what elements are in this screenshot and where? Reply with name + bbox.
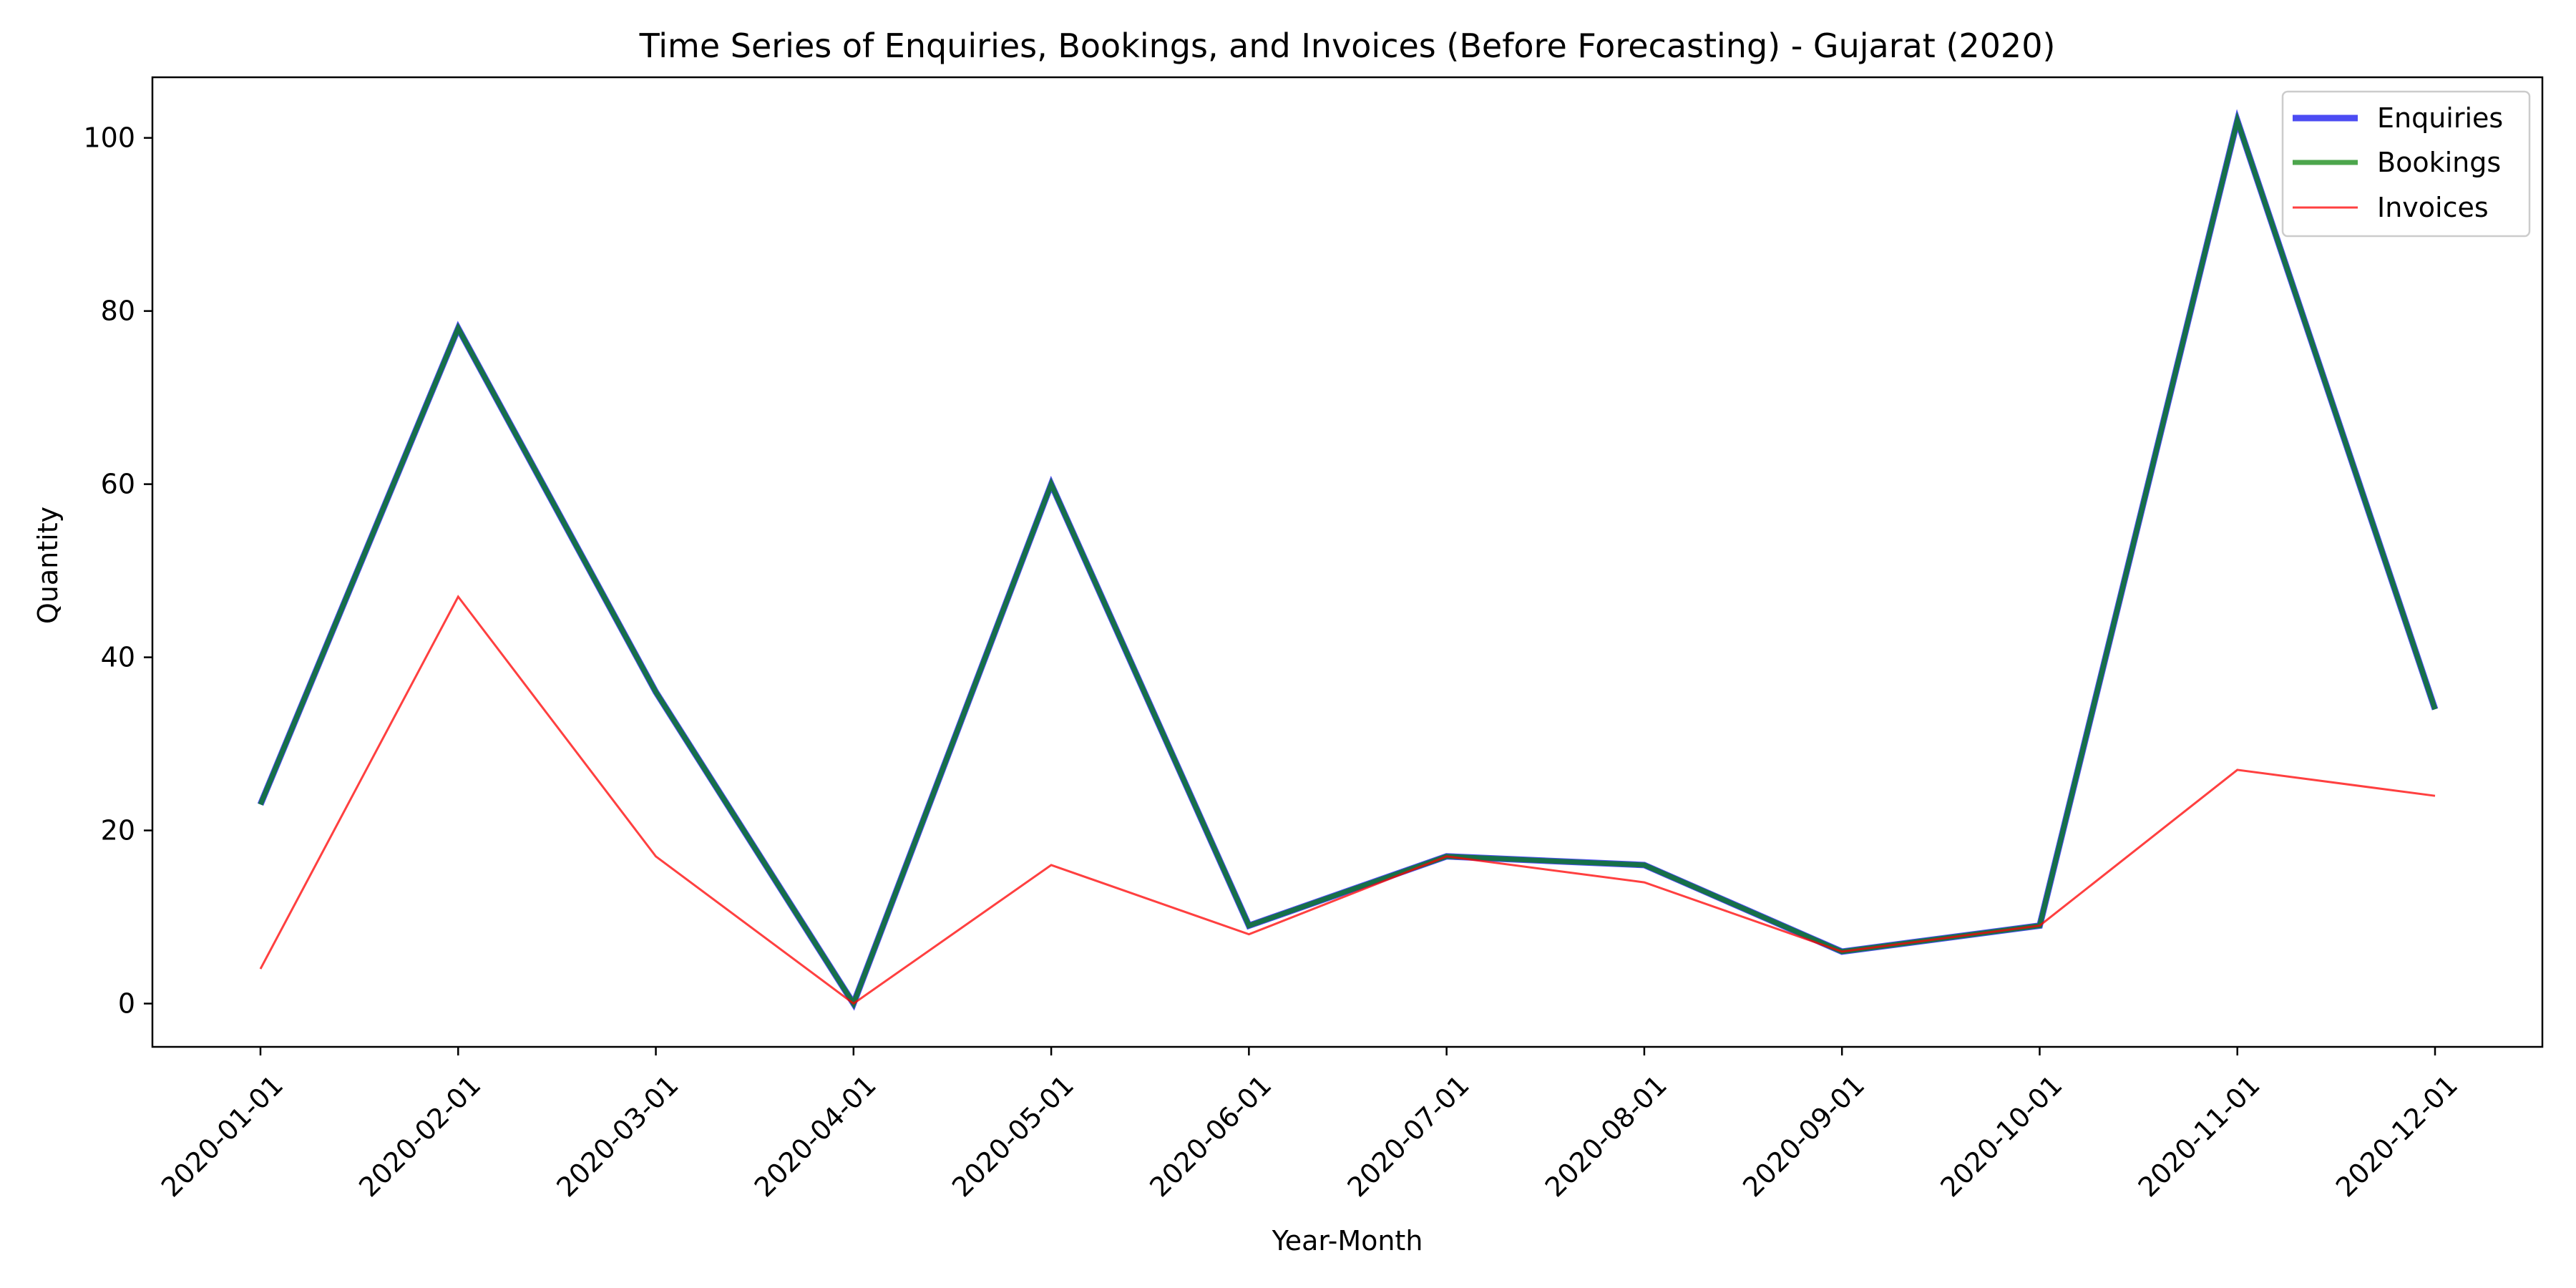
chart-title: Time Series of Enquiries, Bookings, and … xyxy=(639,26,2056,65)
x-tick-label: 2020-06-01 xyxy=(1143,1069,1277,1203)
x-tick-label: 2020-11-01 xyxy=(2132,1069,2266,1203)
x-tick-label: 2020-04-01 xyxy=(748,1069,882,1203)
x-tick-label: 2020-12-01 xyxy=(2330,1069,2464,1203)
y-tick-label: 20 xyxy=(101,815,135,847)
x-axis-label: Year-Month xyxy=(1272,1225,1423,1257)
series-lines xyxy=(257,109,2439,1011)
x-tick-label: 2020-05-01 xyxy=(946,1069,1080,1203)
legend: Enquiries Bookings Invoices xyxy=(2281,90,2531,238)
legend-label-bookings: Bookings xyxy=(2377,147,2501,178)
y-tick-label: 0 xyxy=(118,988,135,1020)
x-tick-label: 2020-03-01 xyxy=(550,1069,684,1203)
x-tick-label: 2020-01-01 xyxy=(155,1069,289,1203)
x-tick-label: 2020-07-01 xyxy=(1342,1069,1475,1203)
y-tick-label: 80 xyxy=(101,296,135,327)
x-tick-label: 2020-10-01 xyxy=(1934,1069,2068,1203)
series-line-bookings xyxy=(258,111,2438,1010)
series-line-invoices xyxy=(259,595,2436,1005)
legend-label-invoices: Invoices xyxy=(2377,192,2489,223)
x-tick-label: 2020-09-01 xyxy=(1737,1069,1870,1203)
x-tick-label: 2020-02-01 xyxy=(353,1069,487,1203)
plot-area xyxy=(151,76,2544,1048)
plot-frame xyxy=(151,76,2544,1048)
x-tick-label: 2020-08-01 xyxy=(1539,1069,1673,1203)
y-tick-label: 60 xyxy=(101,469,135,500)
legend-box xyxy=(2281,90,2531,238)
y-axis-label: Quantity xyxy=(32,507,64,624)
y-tick-label: 40 xyxy=(101,642,135,673)
y-tick-label: 100 xyxy=(83,122,135,154)
legend-label-enquiries: Enquiries xyxy=(2377,102,2503,134)
